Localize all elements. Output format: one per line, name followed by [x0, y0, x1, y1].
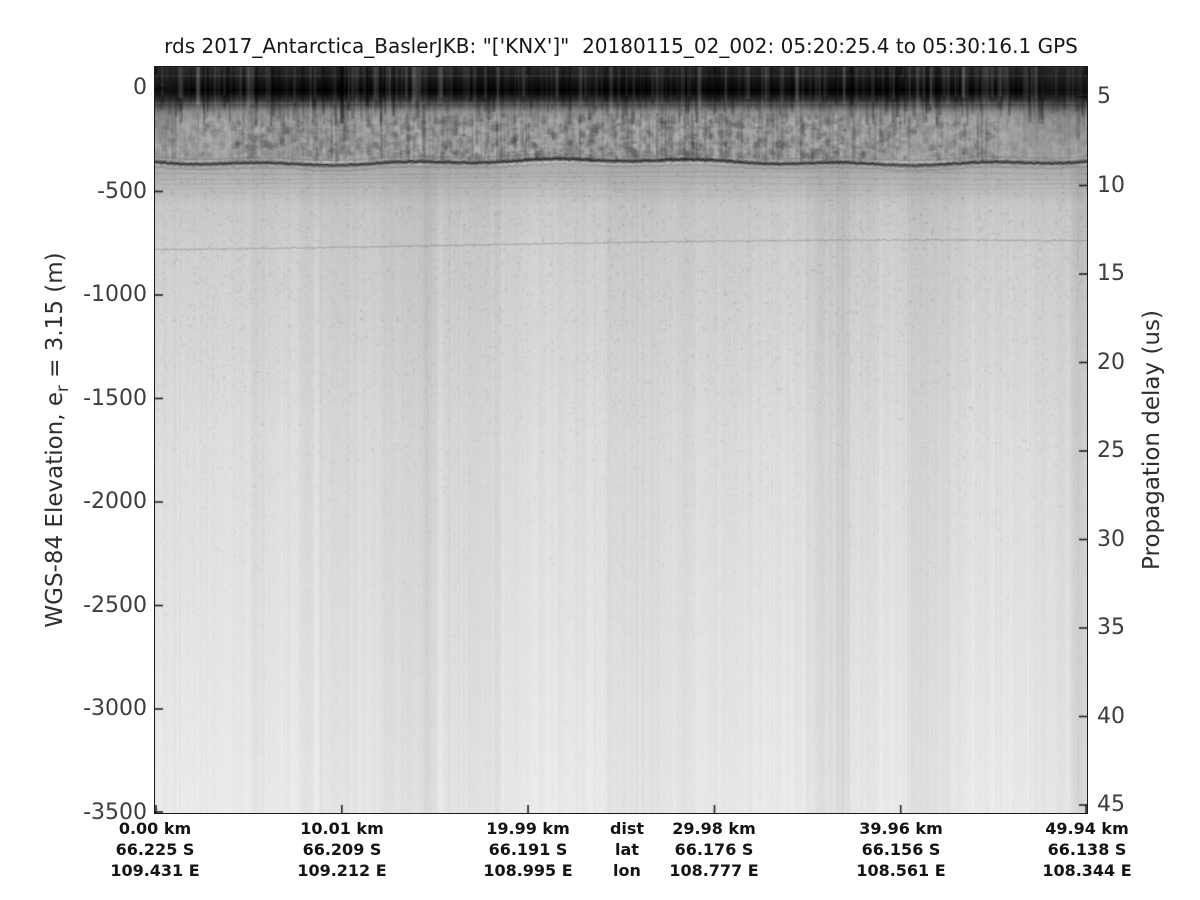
- x-column-lat: 66.138 S: [1047, 840, 1127, 859]
- x-column-dist: 39.96 km: [859, 819, 943, 838]
- x-column-lon: 108.561 E: [856, 861, 946, 880]
- y-right-tick-label: 5: [1097, 84, 1111, 109]
- y-right-tick-label: 45: [1097, 792, 1125, 817]
- x-column-lon: 108.995 E: [483, 861, 573, 880]
- x-column-dist: 29.98 km: [672, 819, 756, 838]
- y-right-tick-label: 25: [1097, 438, 1125, 463]
- x-row-legend-lon: lon: [613, 861, 641, 880]
- y-left-label-suffix: = 3.15 (m): [42, 252, 69, 386]
- x-row-legend-dist: dist: [609, 819, 645, 838]
- x-column-dist: 10.01 km: [300, 819, 384, 838]
- x-column-lon: 109.212 E: [297, 861, 387, 880]
- x-column-lat: 66.225 S: [115, 840, 195, 859]
- x-column-dist: 0.00 km: [118, 819, 192, 838]
- x-row-legend-lat: lat: [615, 840, 639, 859]
- y-left-tick-label: -2500: [83, 593, 147, 618]
- y-left-tick-label: 0: [133, 75, 147, 100]
- y-right-tick-label: 30: [1097, 527, 1125, 552]
- y-left-tick-label: -3000: [83, 696, 147, 721]
- x-column-dist: 49.94 km: [1045, 819, 1129, 838]
- x-axis-column: 29.98 km 66.176 S 108.777 E: [669, 818, 758, 881]
- plot-frame: [154, 66, 1088, 814]
- x-column-lat: 66.156 S: [861, 840, 941, 859]
- x-axis-column: 49.94 km 66.138 S 108.344 E: [1042, 818, 1131, 881]
- y-right-tick-label: 20: [1097, 350, 1125, 375]
- x-column-dist: 19.99 km: [486, 819, 570, 838]
- x-axis-column: 10.01 km 66.209 S 109.212 E: [297, 818, 386, 881]
- x-column-lat: 66.209 S: [302, 840, 382, 859]
- y-left-tick-label: -1000: [83, 282, 147, 307]
- y-left-tick-label: -2000: [83, 489, 147, 514]
- x-column-lon: 108.344 E: [1042, 861, 1132, 880]
- figure-title: rds 2017_Antarctica_BaslerJKB: "['KNX']"…: [164, 34, 1078, 58]
- x-column-lon: 109.431 E: [110, 861, 200, 880]
- y-left-tick-label: -3500: [83, 800, 147, 825]
- y-right-tick-label: 15: [1097, 261, 1125, 286]
- y-right-tick-label: 35: [1097, 615, 1125, 640]
- y-right-tick-label: 40: [1097, 704, 1125, 729]
- x-column-lon: 108.777 E: [669, 861, 759, 880]
- y-axis-label-right: Propagation delay (us): [1139, 310, 1165, 570]
- y-left-tick-label: -500: [97, 179, 147, 204]
- x-axis-column: 19.99 km 66.191 S 108.995 E: [483, 818, 572, 881]
- y-left-tick-label: -1500: [83, 386, 147, 411]
- x-axis-column: 0.00 km 66.225 S 109.431 E: [110, 818, 199, 881]
- x-axis-row-legend: dist lat lon: [610, 818, 644, 881]
- y-right-tick-label: 10: [1097, 173, 1125, 198]
- radargram-canvas: [155, 67, 1087, 813]
- x-column-lat: 66.191 S: [488, 840, 568, 859]
- x-axis-column: 39.96 km 66.156 S 108.561 E: [856, 818, 945, 881]
- x-column-lat: 66.176 S: [674, 840, 754, 859]
